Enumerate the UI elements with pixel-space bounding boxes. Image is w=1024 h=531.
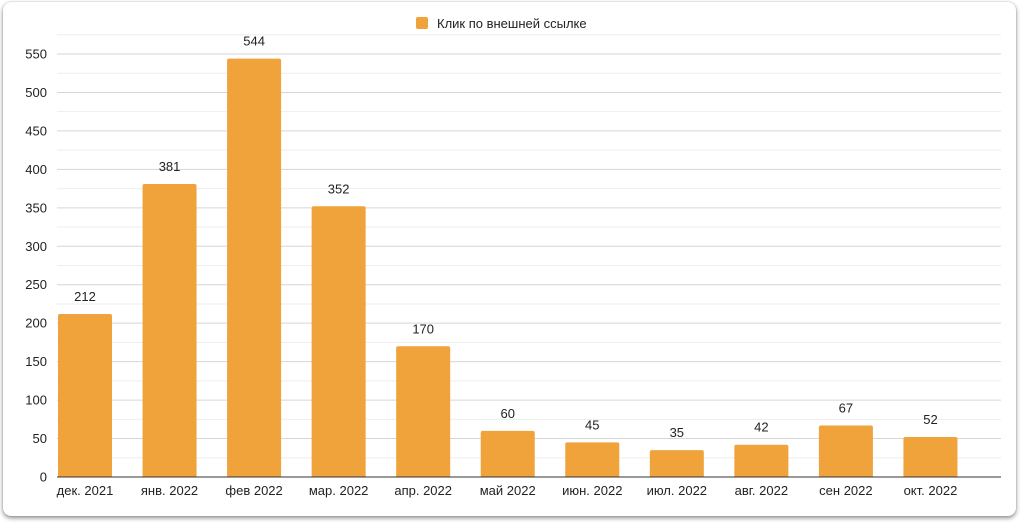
x-tick-label: фев 2022 (225, 483, 282, 498)
legend-swatch (416, 17, 428, 29)
data-label: 544 (243, 34, 265, 49)
x-tick-label: апр. 2022 (394, 483, 452, 498)
y-tick-label: 500 (25, 85, 47, 100)
y-tick-label: 0 (40, 470, 47, 485)
y-tick-label: 300 (25, 239, 47, 254)
y-axis-ticks: 0 50 100 150 200 250 300 350 400 450 500 550 (25, 47, 47, 485)
x-tick-label: окт. 2022 (904, 483, 958, 498)
bar (734, 444, 789, 477)
bar (396, 346, 451, 477)
y-tick-label: 400 (25, 162, 47, 177)
data-label: 60 (500, 406, 514, 421)
bar (903, 437, 958, 477)
x-tick-label: июн. 2022 (562, 483, 622, 498)
data-label: 42 (754, 420, 768, 435)
bar (58, 313, 112, 477)
y-tick-label: 50 (33, 431, 47, 446)
data-label: 35 (670, 425, 684, 440)
x-tick-label: мар. 2022 (309, 483, 369, 498)
bar (227, 58, 282, 478)
data-label: 67 (839, 400, 853, 415)
bar (649, 450, 704, 477)
y-tick-label: 450 (25, 123, 47, 138)
data-label: 212 (74, 289, 96, 304)
x-axis-ticks: дек. 2021 янв. 2022 фев 2022 мар. 2022 апр. … (57, 483, 958, 498)
x-tick-label: июл. 2022 (647, 483, 707, 498)
legend: Клик по внешней ссылке (416, 15, 587, 31)
bar (818, 425, 873, 477)
y-tick-label: 250 (25, 277, 47, 292)
x-tick-label: сен 2022 (819, 483, 872, 498)
y-tick-label: 350 (25, 200, 47, 215)
bar (480, 430, 535, 477)
bars (58, 58, 958, 478)
data-label: 170 (412, 321, 434, 336)
bar (142, 183, 197, 477)
bar (565, 442, 620, 477)
legend-label: Клик по внешней ссылке (437, 15, 587, 31)
x-tick-label: дек. 2021 (57, 483, 114, 498)
y-tick-label: 200 (25, 316, 47, 331)
x-tick-label: май 2022 (480, 483, 536, 498)
data-label: 352 (328, 181, 350, 196)
bar (311, 206, 366, 477)
data-label: 45 (585, 417, 599, 432)
y-tick-label: 550 (25, 47, 47, 62)
x-tick-label: янв. 2022 (141, 483, 198, 498)
data-label: 381 (159, 159, 181, 174)
data-labels: 212 381 544 352 170 60 45 35 42 67 52 (74, 34, 938, 440)
y-tick-label: 150 (25, 354, 47, 369)
x-tick-label: авг. 2022 (735, 483, 788, 498)
y-tick-label: 100 (25, 393, 47, 408)
gridlines (57, 34, 1001, 459)
data-label: 52 (923, 412, 937, 427)
